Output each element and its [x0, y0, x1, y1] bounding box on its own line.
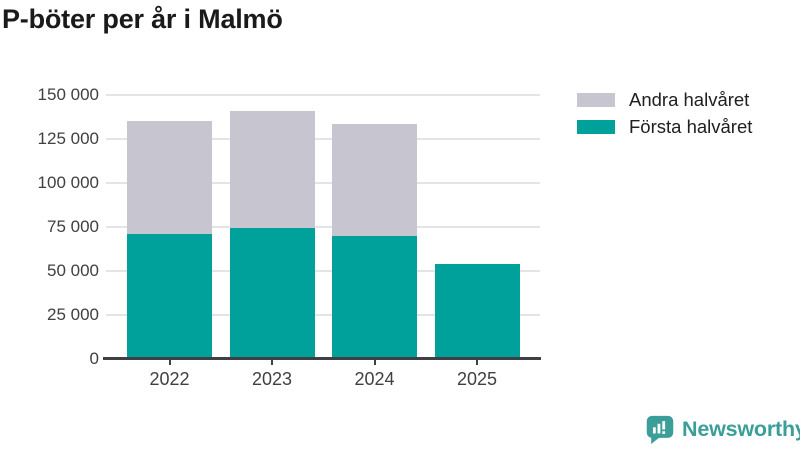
y-tick-label-100000: 100 000 — [37, 173, 99, 192]
x-tick-2023 — [271, 359, 273, 365]
newsworthy-logo-icon — [646, 415, 674, 445]
chart-title: P-böter per år i Malmö — [2, 4, 283, 34]
x-tick-label-2024: 2024 — [354, 369, 395, 389]
legend-item-f-rsta-halv-ret: Första halvåret — [577, 116, 753, 137]
x-tick-label-2023: 2023 — [251, 369, 293, 389]
y-tick-label-25000: 25 000 — [47, 305, 99, 324]
gridline-50000 — [106, 270, 540, 272]
gridline-150000 — [106, 94, 540, 96]
y-tick-label-125000: 125 000 — [37, 129, 99, 148]
legend-swatch — [577, 93, 615, 107]
y-tick-label-75000: 75 000 — [47, 217, 99, 236]
x-tick-2022 — [168, 359, 171, 365]
bar-2024-f-rsta-halv-ret — [332, 235, 417, 359]
legend-item-andra-halv-ret: Andra halvåret — [577, 89, 752, 110]
gridline-125000 — [106, 138, 540, 140]
y-tick-label-50000: 50 000 — [47, 261, 99, 280]
gridline-75000 — [106, 226, 540, 228]
legend: Andra halvåret Första halvåret — [577, 89, 753, 145]
bar-2024-andra-halv-ret — [332, 124, 417, 236]
branding: Newsworthy — [645, 414, 800, 445]
y-tick-label-0: 0 — [89, 349, 99, 368]
x-axis-line — [103, 357, 541, 360]
x-tick-2024 — [373, 359, 376, 365]
gridline-100000 — [106, 182, 540, 184]
bar-2022-f-rsta-halv-ret — [127, 234, 212, 359]
x-tick-2025 — [476, 359, 478, 365]
legend-swatch — [577, 120, 615, 134]
bar-2023-andra-halv-ret — [229, 110, 315, 228]
gridline-25000 — [106, 314, 540, 316]
legend-label: Andra halvåret — [629, 89, 750, 110]
y-tick-label-150000: 150 000 — [37, 85, 99, 104]
branding-name: Newsworthy — [682, 417, 800, 441]
bar-2023-f-rsta-halv-ret — [229, 227, 315, 359]
bar-2022-andra-halv-ret — [127, 121, 212, 235]
x-tick-label-2025: 2025 — [456, 369, 498, 389]
x-tick-label-2022: 2022 — [149, 369, 190, 389]
bar-2025-f-rsta-halv-ret — [434, 263, 520, 359]
legend-label: Första halvåret — [629, 116, 753, 137]
